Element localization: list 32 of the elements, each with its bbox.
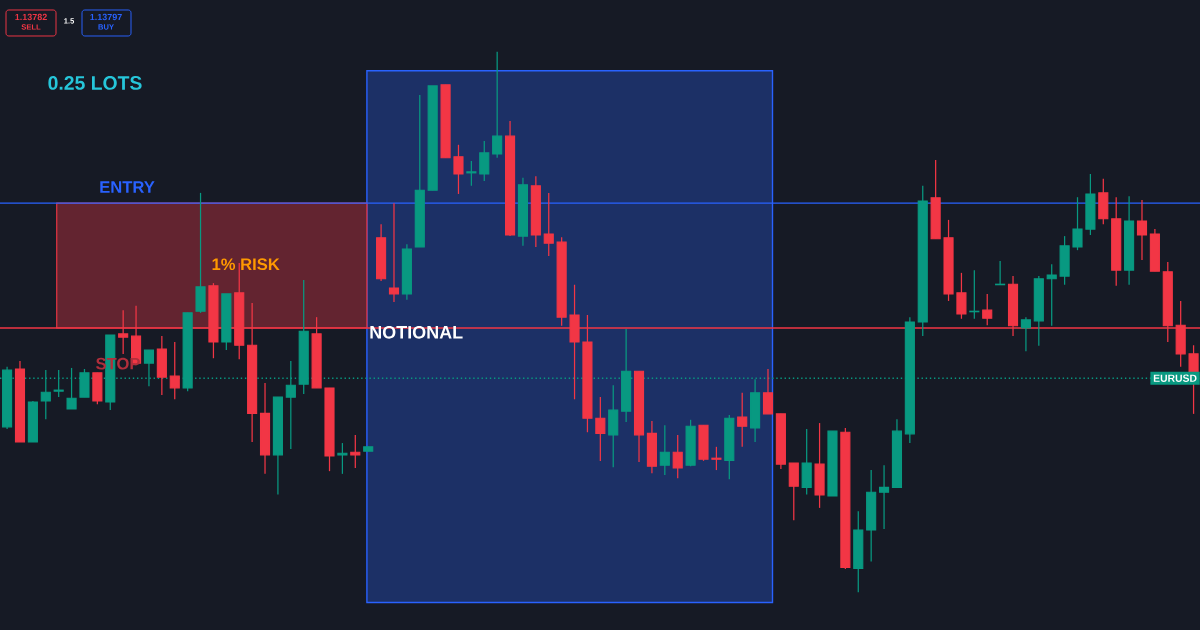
candlestick [66, 367, 77, 410]
candlestick [169, 341, 180, 400]
candlestick [1046, 263, 1057, 327]
candlestick [1020, 316, 1031, 352]
candlestick [659, 424, 670, 476]
ref-line-label: EURUSD [1153, 374, 1197, 382]
candlestick [350, 434, 361, 469]
candlestick [1136, 199, 1148, 261]
candlestick [672, 434, 683, 479]
candlestick [595, 396, 606, 462]
candlestick [388, 202, 400, 303]
candlestick [982, 293, 993, 326]
text: 1.13782 [15, 13, 47, 21]
candlestick [492, 51, 503, 159]
candlestick [453, 144, 464, 195]
annotation: NOTIONAL [370, 325, 463, 339]
candlestick [788, 462, 799, 521]
band-label: 1% RISK [212, 258, 280, 271]
candlestick [543, 192, 554, 257]
ref-line-label: ENTRY [100, 181, 155, 193]
text: 1.13797 [90, 13, 122, 21]
candlestick [466, 160, 477, 187]
candlestick [1072, 196, 1083, 251]
annotation: 0.25 LOTS [48, 76, 142, 90]
candlestick [53, 369, 64, 398]
candlestick [762, 368, 774, 415]
candlestick [878, 464, 890, 530]
candlestick [711, 446, 722, 471]
candlestick [337, 442, 348, 475]
candlestick [956, 272, 967, 320]
candlestick [479, 140, 490, 182]
candlestick [737, 392, 748, 448]
